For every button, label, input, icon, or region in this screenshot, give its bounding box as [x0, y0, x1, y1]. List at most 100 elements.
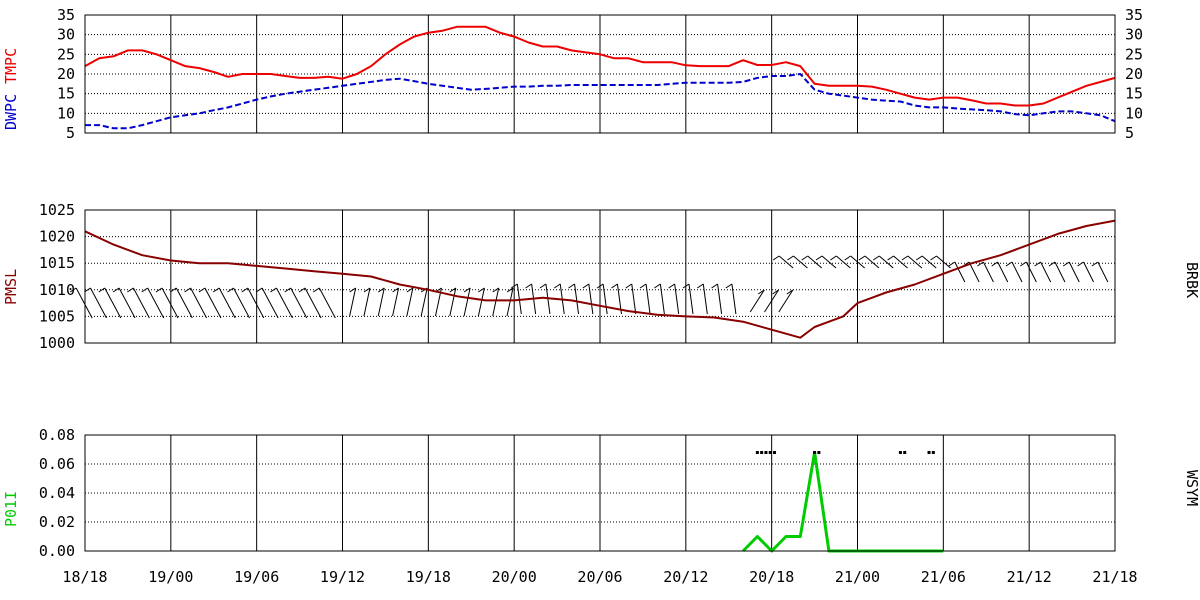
wind-barb-flag	[377, 287, 385, 293]
wind-barb-staff	[836, 255, 851, 269]
y-tick-label-right: 30	[1125, 26, 1143, 44]
wind-barb-flag	[525, 283, 532, 289]
wind-barb-flag	[611, 283, 618, 289]
brbk-axis-label: BRBK	[1183, 262, 1200, 298]
precipitation-grid	[85, 435, 1115, 551]
wind-barb-flag	[725, 283, 733, 289]
wind-barb-flag	[127, 287, 134, 293]
wind-barb-staff	[233, 287, 250, 319]
wind-barb-flag	[772, 255, 780, 261]
wind-barb-flag	[915, 255, 923, 261]
wind-barb-flag	[511, 283, 518, 289]
y-tick-label-right: 35	[1125, 6, 1143, 24]
y-tick-label-right: 15	[1125, 85, 1143, 103]
wind-barb-staff	[921, 255, 937, 269]
y-tick-label: 10	[57, 104, 75, 122]
wind-barb-staff	[659, 283, 665, 315]
wind-barb-flag	[155, 287, 163, 293]
wind-barb-flag	[711, 283, 718, 289]
x-tick-label: 20/00	[492, 568, 537, 586]
y-tick-label: 15	[57, 85, 75, 103]
wind-barb-staff	[290, 287, 308, 319]
x-axis-tick-labels: 18/18 19/00 19/06 19/12 19/18 20/00 20/06 20/12…	[62, 568, 1137, 586]
wind-barb-flag	[887, 255, 894, 261]
wind-barb-flag	[930, 255, 937, 261]
wind-barb-flag	[241, 287, 249, 293]
wind-barb-flag	[1077, 261, 1084, 267]
wind-barb-flag	[553, 283, 561, 289]
wind-barb-staff	[147, 287, 165, 319]
x-tick-label: 21/00	[835, 568, 880, 586]
wind-barb-flag	[227, 287, 234, 293]
pressure-panel: 1025 1020 1015 1010 1005 1000 PMSL BRBK	[2, 201, 1200, 352]
y-tick-label: 1020	[39, 228, 75, 246]
wind-barb-staff	[731, 283, 737, 315]
wind-barb-staff	[1011, 261, 1023, 283]
y-tick-label: 1005	[39, 307, 75, 325]
y-tick-label: 1010	[39, 281, 75, 299]
wind-barb-staff	[218, 287, 236, 319]
wind-barb-staff	[75, 287, 93, 319]
y-tick-label: 0.06	[39, 455, 75, 473]
wind-barb-staff	[702, 283, 708, 315]
wind-barb-flag	[830, 255, 837, 261]
wind-barb-flag	[901, 255, 909, 261]
wind-barb-flag	[1091, 261, 1099, 267]
wind-barb-staff	[1097, 261, 1109, 283]
wind-barb-staff	[275, 287, 293, 319]
wind-barb-flag	[141, 287, 148, 293]
y-tick-label: 5	[66, 124, 75, 142]
wind-barb-staff	[449, 287, 457, 317]
x-tick-label: 20/12	[663, 568, 708, 586]
wsym-axis-label: WSYM	[1183, 470, 1200, 506]
wind-barb-staff	[717, 283, 723, 315]
wind-barb-staff	[1068, 261, 1080, 283]
x-tick-label: 20/06	[577, 568, 622, 586]
wind-barb-flag	[212, 287, 220, 293]
weather-symbol-mark	[760, 451, 764, 454]
y-tick-label: 35	[57, 6, 75, 24]
wind-barb-flag	[772, 289, 779, 295]
weather-symbol-mark	[813, 451, 817, 454]
wind-barb-staff	[363, 287, 371, 317]
wind-barb-staff	[778, 255, 794, 269]
wind-barb-staff	[602, 283, 608, 315]
dwpc-line	[85, 73, 1116, 130]
tmpc-line	[84, 25, 1116, 107]
wind-barb-flag	[349, 287, 356, 293]
wind-barb-staff	[1054, 261, 1066, 283]
y-tick-label: 0.02	[39, 513, 75, 531]
precipitation-series	[742, 450, 944, 553]
wind-barb-staff	[1040, 261, 1052, 283]
wind-barb-staff	[506, 287, 514, 317]
wind-barb-staff	[190, 287, 208, 319]
wind-barb-staff	[1083, 261, 1094, 283]
wind-barb-flag	[568, 283, 575, 289]
wind-barb-flag	[98, 287, 106, 293]
wind-barb-staff	[821, 255, 837, 269]
y-tick-label: 0.00	[39, 542, 75, 560]
wind-barb-staff	[982, 261, 994, 283]
wind-barb-staff	[463, 287, 471, 317]
weather-symbol-mark	[898, 451, 902, 454]
wind-barb-staff	[318, 287, 336, 319]
y-tick-label: 25	[57, 45, 75, 63]
wind-barb-staff	[1025, 261, 1037, 283]
wind-barb-staff	[997, 261, 1009, 283]
dwpc-axis-label: DWPC	[2, 94, 20, 130]
wind-barb-flag	[757, 289, 765, 295]
pmsl-line	[84, 219, 1116, 339]
x-tick-label: 19/18	[406, 568, 451, 586]
wind-barb-staff	[118, 287, 136, 319]
y-tick-label: 0.08	[39, 426, 75, 444]
wind-barb-flag	[1005, 261, 1013, 267]
weather-symbols	[755, 451, 935, 454]
wind-barb-flag	[1020, 261, 1027, 267]
wind-barb-flag	[449, 287, 457, 293]
wind-barb-staff	[261, 287, 279, 319]
y-tick-label: 0.04	[39, 484, 75, 502]
wind-barb-flag	[298, 287, 306, 293]
